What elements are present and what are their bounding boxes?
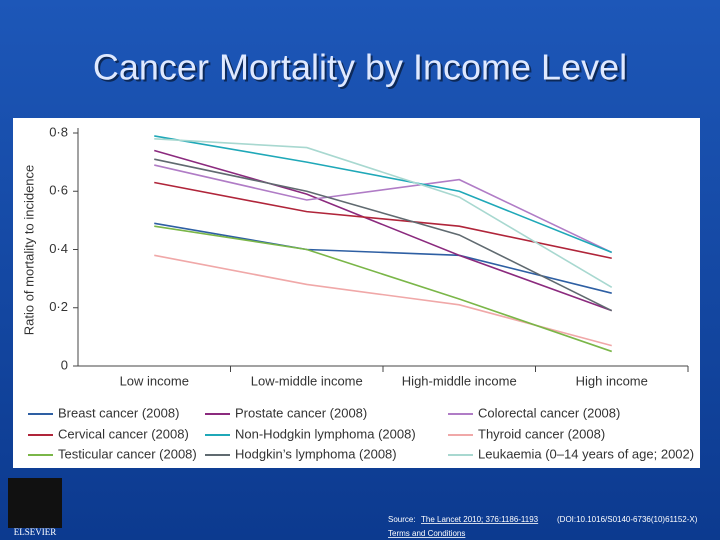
y-tick-label: 0·4: [49, 241, 68, 256]
doi: (DOI:10.1016/S0140-6736(10)61152-X): [557, 515, 698, 524]
legend-label: Colorectal cancer (2008): [478, 405, 620, 420]
logo-image: [8, 478, 62, 528]
legend-label: Leukaemia (0–14 years of age; 2002): [478, 446, 694, 461]
x-tick-label: Low-middle income: [251, 373, 363, 388]
chart-title: Cancer Mortality by Income Level: [93, 47, 627, 88]
chart-panel: [13, 118, 700, 468]
series-line: [154, 222, 612, 294]
series-line: [154, 138, 613, 289]
series-line: [154, 225, 613, 353]
y-tick-label: 0: [61, 357, 68, 372]
logo-text: ELSEVIER: [14, 527, 57, 537]
x-tick-label: High-middle income: [402, 373, 517, 388]
y-tick-label: 0·6: [49, 183, 68, 198]
legend-label: Non-Hodgkin lymphoma (2008): [235, 426, 416, 441]
x-tick-label: Low income: [120, 373, 189, 388]
legend-label: Hodgkin’s lymphoma (2008): [235, 446, 397, 461]
citation-link[interactable]: The Lancet 2010; 376:1186-1193: [421, 515, 539, 524]
series-line: [154, 158, 613, 312]
series-line: [154, 149, 613, 312]
y-tick-label: 0·2: [49, 299, 68, 314]
legend-label: Cervical cancer (2008): [58, 426, 189, 441]
series-line: [154, 135, 613, 254]
legend-label: Prostate cancer (2008): [235, 405, 367, 420]
legend-label: Testicular cancer (2008): [58, 446, 197, 461]
source-label: Source:: [388, 515, 416, 524]
y-axis-label: Ratio of mortality to incidence: [21, 165, 36, 336]
y-tick-label: 0·8: [49, 124, 68, 139]
legend-label: Breast cancer (2008): [58, 405, 179, 420]
title-shadow: Cancer Mortality by Income Level: [95, 49, 629, 90]
terms-link[interactable]: Terms and Conditions: [388, 529, 465, 538]
series-line: [154, 164, 613, 254]
x-tick-label: High income: [576, 373, 648, 388]
legend-label: Thyroid cancer (2008): [478, 426, 605, 441]
